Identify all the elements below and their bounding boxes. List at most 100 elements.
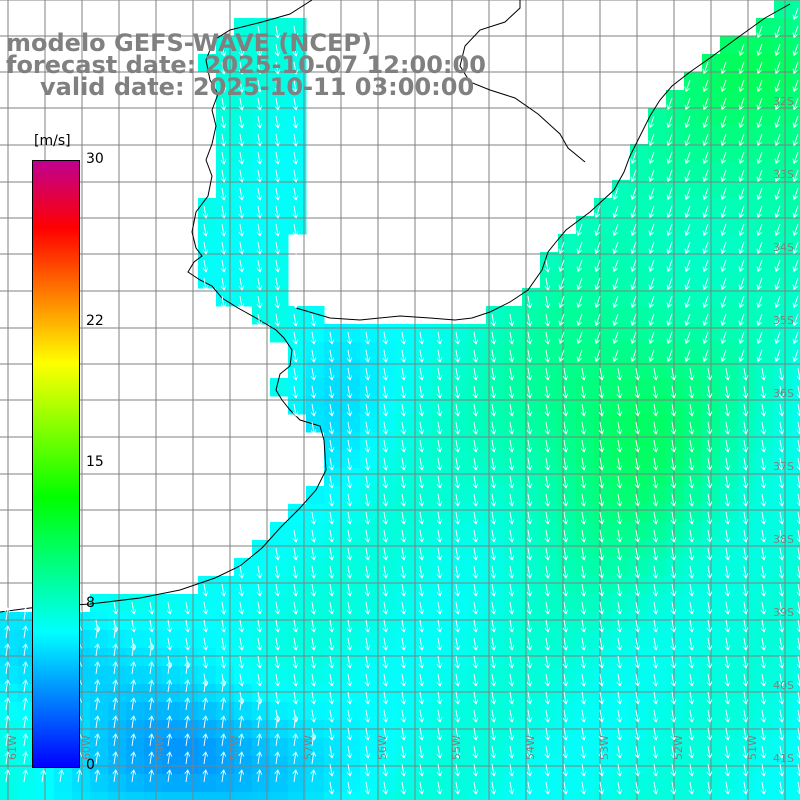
wind-arrow <box>238 241 245 255</box>
wind-arrow <box>724 619 731 633</box>
wind-cell <box>162 612 181 631</box>
wind-cell <box>324 522 343 541</box>
wind-arrow <box>706 691 713 705</box>
wind-cell <box>396 414 415 433</box>
wind-cell <box>288 522 307 541</box>
wind-arrow <box>346 673 353 687</box>
wind-arrow <box>742 565 749 579</box>
wind-cell <box>774 252 793 271</box>
wind-arrow <box>238 769 245 783</box>
wind-arrow <box>526 691 533 705</box>
wind-cell <box>432 594 451 613</box>
wind-arrow <box>634 655 641 669</box>
wind-arrow <box>544 565 551 579</box>
wind-cell <box>378 630 397 649</box>
wind-cell <box>522 324 541 343</box>
wind-arrow <box>760 583 767 597</box>
wind-cell <box>342 756 361 775</box>
wind-arrow <box>364 691 371 705</box>
wind-cell <box>180 648 199 667</box>
wind-arrow <box>472 565 479 579</box>
wind-arrow <box>724 511 731 525</box>
wind-cell <box>198 594 217 613</box>
wind-cell <box>774 360 793 379</box>
wind-arrow <box>724 529 731 543</box>
wind-arrow <box>760 475 767 489</box>
wind-cell <box>594 252 613 271</box>
wind-cell <box>252 216 271 235</box>
wind-cell <box>216 126 235 145</box>
wind-arrow <box>778 565 785 579</box>
wind-cell <box>792 252 800 271</box>
wind-arrow <box>544 367 551 381</box>
wind-arrow <box>454 403 461 417</box>
wind-cell <box>414 378 433 397</box>
wind-cell <box>792 324 800 343</box>
wind-arrow <box>310 583 317 597</box>
wind-cell <box>684 72 703 91</box>
wind-cell <box>306 738 325 757</box>
wind-cell <box>522 432 541 451</box>
wind-arrow <box>22 769 29 783</box>
wind-arrow <box>666 295 673 309</box>
wind-arrow <box>706 601 713 615</box>
wind-arrow <box>544 781 551 795</box>
wind-arrow <box>40 769 47 783</box>
wind-cell <box>576 414 595 433</box>
wind-arrow <box>274 583 281 597</box>
wind-arrow <box>580 745 587 759</box>
wind-arrow <box>382 619 389 633</box>
wind-cell <box>630 234 649 253</box>
wind-cell <box>612 576 631 595</box>
wind-arrow <box>364 439 371 453</box>
wind-arrow <box>756 25 763 39</box>
wind-cell <box>180 738 199 757</box>
wind-arrow <box>184 715 191 729</box>
wind-arrow <box>436 763 443 777</box>
wind-arrow <box>490 781 497 795</box>
wind-cell <box>648 288 667 307</box>
wind-arrow <box>292 733 299 747</box>
wind-arrow <box>4 643 11 657</box>
wind-arrow <box>472 439 479 453</box>
wind-arrow <box>778 457 785 471</box>
wind-arrow <box>576 259 583 273</box>
wind-cell <box>666 198 685 217</box>
wind-cell <box>594 450 613 469</box>
wind-cell <box>468 414 487 433</box>
wind-cell <box>504 594 523 613</box>
wind-arrow <box>630 277 637 291</box>
wind-cell <box>18 792 37 800</box>
wind-cell <box>450 774 469 793</box>
wind-arrow <box>202 583 209 597</box>
wind-arrow <box>22 661 29 675</box>
wind-cell <box>360 396 379 415</box>
wind-arrow <box>328 691 335 705</box>
wind-cell <box>468 522 487 541</box>
wind-cell <box>324 324 343 343</box>
wind-cell <box>306 630 325 649</box>
wind-arrow <box>760 601 767 615</box>
wind-arrow <box>598 709 605 723</box>
wind-arrow <box>738 115 745 129</box>
wind-arrow <box>760 745 767 759</box>
wind-arrow <box>508 781 515 795</box>
wind-cell <box>162 792 181 800</box>
wind-arrow <box>652 439 659 453</box>
wind-arrow <box>400 781 407 795</box>
wind-arrow <box>238 673 245 687</box>
wind-arrow <box>238 751 245 765</box>
wind-cell <box>126 702 145 721</box>
wind-cell <box>288 648 307 667</box>
wind-cell <box>306 414 325 433</box>
wind-cell <box>774 342 793 361</box>
wind-cell <box>504 522 523 541</box>
wind-arrow <box>562 511 569 525</box>
wind-cell <box>414 450 433 469</box>
wind-arrow <box>724 583 731 597</box>
wind-arrow <box>112 625 119 639</box>
wind-cell <box>630 738 649 757</box>
wind-cell <box>252 738 271 757</box>
wind-cell <box>396 486 415 505</box>
